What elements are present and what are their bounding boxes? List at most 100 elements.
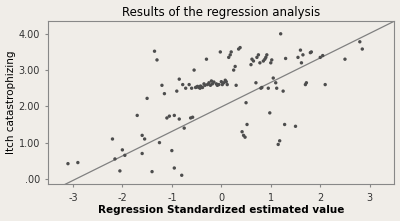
Point — [211, 80, 217, 84]
Point — [197, 84, 204, 88]
Point — [191, 68, 197, 72]
Point — [213, 82, 220, 86]
Point — [176, 77, 182, 81]
Point — [218, 80, 224, 84]
Point — [209, 82, 216, 86]
Point — [149, 170, 155, 173]
Point — [259, 86, 265, 89]
Point — [227, 53, 234, 57]
Point — [257, 61, 263, 65]
Point — [192, 86, 199, 89]
Point — [203, 57, 210, 61]
Point — [272, 81, 279, 85]
Point — [182, 86, 189, 90]
Point — [180, 83, 186, 86]
Point — [201, 82, 207, 86]
Point — [295, 56, 301, 59]
Point — [308, 50, 314, 54]
Point — [139, 152, 145, 155]
Point — [307, 51, 314, 54]
Point — [171, 166, 178, 170]
Point — [268, 61, 274, 65]
Point — [196, 86, 202, 89]
Point — [228, 50, 234, 54]
Point — [159, 84, 165, 87]
Point — [220, 81, 227, 85]
Point — [166, 114, 172, 118]
Point — [171, 114, 178, 117]
Point — [151, 50, 158, 53]
Point — [278, 32, 284, 36]
Point — [216, 83, 222, 86]
Point — [297, 48, 304, 52]
Point — [292, 124, 299, 128]
Point — [142, 137, 148, 141]
Point — [117, 169, 123, 173]
Point — [282, 57, 289, 60]
Point — [243, 101, 249, 105]
Point — [265, 86, 272, 90]
X-axis label: Regression Standardized estimated value: Regression Standardized estimated value — [98, 206, 344, 215]
Point — [322, 83, 328, 86]
Point — [156, 141, 163, 144]
Point — [244, 123, 250, 126]
Point — [134, 114, 140, 117]
Point — [204, 83, 211, 86]
Point — [119, 148, 126, 152]
Point — [266, 111, 273, 115]
Point — [357, 40, 363, 44]
Point — [263, 56, 269, 59]
Point — [242, 135, 248, 139]
Point — [206, 81, 212, 85]
Point — [359, 47, 366, 51]
Point — [186, 83, 192, 86]
Title: Results of the regression analysis: Results of the regression analysis — [122, 6, 320, 19]
Point — [154, 58, 160, 62]
Point — [232, 65, 238, 68]
Point — [174, 89, 180, 93]
Point — [264, 53, 270, 57]
Point — [112, 157, 118, 161]
Point — [224, 83, 230, 86]
Point — [176, 117, 182, 121]
Point — [275, 143, 281, 146]
Point — [255, 53, 262, 57]
Point — [270, 76, 276, 80]
Point — [164, 116, 170, 120]
Point — [199, 86, 206, 89]
Point — [181, 126, 188, 130]
Point — [226, 56, 232, 59]
Point — [122, 154, 128, 157]
Point — [303, 81, 310, 85]
Point — [144, 97, 150, 100]
Point — [240, 134, 247, 137]
Point — [75, 161, 81, 164]
Point — [249, 57, 255, 61]
Point — [190, 115, 196, 119]
Point — [258, 86, 264, 90]
Point — [239, 130, 245, 133]
Point — [342, 57, 348, 61]
Point — [237, 46, 243, 49]
Point — [302, 83, 309, 86]
Point — [317, 56, 324, 59]
Point — [193, 85, 200, 89]
Point — [188, 116, 194, 120]
Point — [169, 149, 175, 152]
Point — [300, 53, 306, 57]
Point — [223, 80, 230, 84]
Point — [236, 47, 242, 51]
Point — [198, 85, 205, 89]
Point — [194, 85, 201, 88]
Point — [280, 89, 286, 93]
Point — [282, 123, 288, 126]
Point — [202, 84, 208, 87]
Point — [262, 57, 268, 61]
Point — [298, 61, 305, 65]
Point — [276, 139, 283, 143]
Point — [253, 81, 259, 85]
Y-axis label: Itch catastrophizing: Itch catastrophizing — [6, 51, 16, 154]
Point — [214, 84, 220, 87]
Point — [230, 68, 237, 72]
Point — [248, 63, 254, 66]
